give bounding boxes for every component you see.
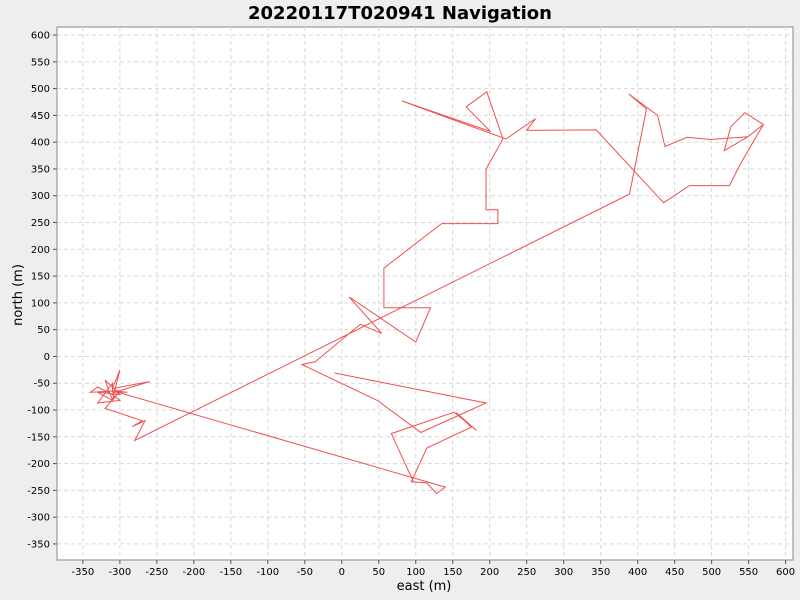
y-tick-label: 550	[31, 57, 50, 68]
x-tick-label: 50	[372, 567, 385, 578]
y-tick-label: -350	[27, 539, 50, 550]
x-tick-label: 100	[406, 567, 425, 578]
y-tick-label: 400	[31, 138, 50, 149]
y-tick-label: -50	[34, 379, 50, 390]
grid	[57, 27, 793, 560]
y-axis: -350 -300 -250 -200 -150 -100 -50 0 50 100 150 200 2…	[27, 31, 57, 550]
x-tick-label: 500	[702, 567, 721, 578]
plot-area	[56, 26, 794, 561]
y-tick-label: -250	[27, 486, 50, 497]
x-tick-label: 600	[776, 567, 795, 578]
x-tick-label: -50	[297, 567, 313, 578]
x-axis-label: east (m)	[397, 579, 452, 594]
x-tick-label: 150	[443, 567, 462, 578]
y-tick-label: 150	[31, 272, 50, 283]
y-tick-label: -150	[27, 432, 50, 443]
series-line-0	[88, 90, 765, 495]
x-tick-label: -200	[182, 567, 205, 578]
x-tick-label: 450	[665, 567, 684, 578]
chart-title: 20220117T020941 Navigation	[248, 3, 552, 24]
y-axis-label: north (m)	[11, 264, 26, 326]
x-tick-label: -300	[109, 567, 132, 578]
y-tick-label: -300	[27, 513, 50, 524]
x-tick-label: 300	[554, 567, 573, 578]
x-tick-label: -150	[219, 567, 242, 578]
x-tick-label: -100	[256, 567, 279, 578]
x-tick-label: 400	[628, 567, 647, 578]
x-tick-label: 250	[517, 567, 536, 578]
y-tick-label: -100	[27, 406, 50, 417]
y-tick-label: 450	[31, 111, 50, 122]
y-tick-label: 250	[31, 218, 50, 229]
y-tick-label: 500	[31, 84, 50, 95]
series-layer	[88, 90, 765, 495]
y-tick-label: 350	[31, 164, 50, 175]
x-tick-label: -250	[146, 567, 169, 578]
y-tick-label: 300	[31, 191, 50, 202]
x-tick-label: -350	[72, 567, 95, 578]
y-tick-label: -200	[27, 459, 50, 470]
y-tick-label: 200	[31, 245, 50, 256]
y-tick-label: 0	[44, 352, 50, 363]
x-tick-label: 350	[591, 567, 610, 578]
x-axis: -350 -300 -250 -200 -150 -100 -50 0 50 100 150 200 2…	[72, 560, 795, 578]
y-tick-label: 100	[31, 298, 50, 309]
x-tick-label: 200	[480, 567, 499, 578]
y-tick-label: 600	[31, 31, 50, 42]
x-tick-label: 550	[739, 567, 758, 578]
x-tick-label: 0	[339, 567, 345, 578]
y-tick-label: 50	[37, 325, 50, 336]
